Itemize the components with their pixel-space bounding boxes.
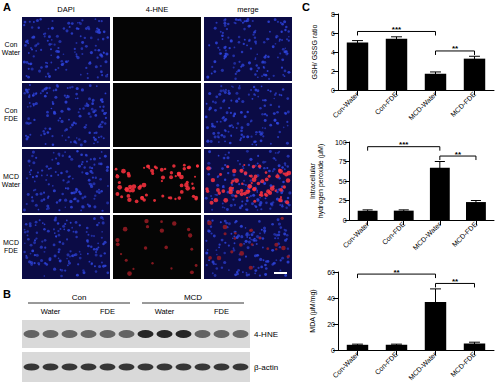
svg-text:50: 50 <box>339 178 347 185</box>
svg-text:Con-FDE: Con-FDE <box>373 90 399 116</box>
svg-text:Con-Water: Con-Water <box>331 90 360 119</box>
svg-text:4-HNE: 4-HNE <box>146 5 169 14</box>
svg-text:MCD: MCD <box>184 293 202 302</box>
svg-text:FDE: FDE <box>214 307 229 316</box>
svg-text:20: 20 <box>327 321 335 328</box>
svg-text:GSH/ GSSG ratio: GSH/ GSSG ratio <box>311 24 318 79</box>
svg-text:MDA (μM/mg): MDA (μM/mg) <box>309 289 317 332</box>
svg-text:**: ** <box>455 150 462 159</box>
svg-text:0: 0 <box>343 217 347 224</box>
svg-text:ConFDE: ConFDE <box>4 107 18 122</box>
svg-text:FDE: FDE <box>100 307 115 316</box>
svg-text:4: 4 <box>331 49 335 56</box>
svg-text:40: 40 <box>327 295 335 302</box>
svg-text:C: C <box>302 1 310 13</box>
svg-text:β-actin: β-actin <box>254 363 278 372</box>
svg-text:4-HNE: 4-HNE <box>254 330 278 339</box>
svg-text:Intracellular: Intracellular <box>309 162 316 199</box>
svg-text:2: 2 <box>331 68 335 75</box>
svg-text:***: *** <box>399 140 409 149</box>
svg-text:B: B <box>3 288 11 300</box>
svg-text:75: 75 <box>339 158 347 165</box>
svg-text:***: *** <box>392 25 402 34</box>
svg-text:Water: Water <box>155 307 175 316</box>
svg-text:MCD-FDE: MCD-FDE <box>451 220 479 248</box>
svg-text:MCDFDE: MCDFDE <box>3 239 19 254</box>
svg-text:merge: merge <box>237 5 258 14</box>
svg-text:MCD-Water: MCD-Water <box>407 90 438 121</box>
svg-text:A: A <box>3 1 11 13</box>
svg-text:MCD-Water: MCD-Water <box>411 220 442 251</box>
svg-text:Con-Water: Con-Water <box>331 350 360 379</box>
svg-text:Water: Water <box>41 307 61 316</box>
svg-text:DAPI: DAPI <box>57 5 75 14</box>
svg-text:**: ** <box>393 268 400 277</box>
svg-text:MCDWater: MCDWater <box>2 173 21 188</box>
svg-text:6: 6 <box>331 30 335 37</box>
svg-text:0: 0 <box>331 87 335 94</box>
svg-text:Con: Con <box>72 293 87 302</box>
svg-text:hydrogen peroxide (μM): hydrogen peroxide (μM) <box>317 144 325 218</box>
svg-text:MCD-Water: MCD-Water <box>407 350 438 381</box>
svg-text:60: 60 <box>327 269 335 276</box>
svg-text:**: ** <box>452 277 459 286</box>
svg-text:MCD-FDE: MCD-FDE <box>449 90 477 118</box>
svg-text:ConWater: ConWater <box>2 41 21 56</box>
svg-text:25: 25 <box>339 197 347 204</box>
svg-text:100: 100 <box>335 139 347 146</box>
svg-text:**: ** <box>452 44 459 53</box>
svg-text:MCD-FDE: MCD-FDE <box>449 350 477 378</box>
svg-text:Con-FDE: Con-FDE <box>373 350 399 376</box>
svg-text:Con-Water: Con-Water <box>341 220 370 249</box>
svg-text:8: 8 <box>331 11 335 18</box>
svg-text:Con-FDE: Con-FDE <box>381 220 407 246</box>
svg-text:0: 0 <box>331 347 335 354</box>
